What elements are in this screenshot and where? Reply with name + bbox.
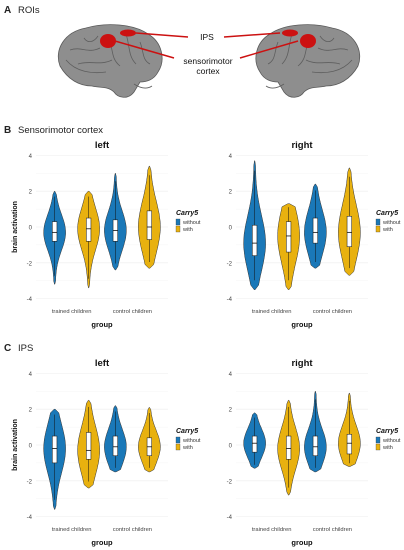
legend-entry: without	[382, 438, 401, 444]
chart-title: right	[291, 140, 313, 151]
x-tick-label: trained children	[252, 527, 292, 533]
box	[146, 210, 152, 240]
panel-b-title: Sensorimotor cortex	[18, 125, 104, 136]
y-axis-label: brain activation	[12, 201, 19, 253]
legend-swatch	[175, 218, 181, 226]
x-tick-label: trained children	[52, 309, 92, 315]
right-ips-roi	[282, 29, 298, 37]
legend-entry: without	[182, 438, 201, 444]
x-axis-label: group	[291, 538, 313, 547]
y-tick-label: -4	[227, 297, 233, 303]
x-axis-label: group	[91, 320, 113, 329]
box	[86, 217, 92, 242]
panel-b-letter: B	[4, 125, 12, 136]
x-axis-label: group	[91, 538, 113, 547]
legend-swatch	[175, 443, 181, 451]
legend-swatch	[175, 436, 181, 444]
y-tick-label: 4	[229, 372, 233, 378]
x-tick-label: trained children	[52, 527, 92, 533]
y-tick-label: 2	[229, 408, 233, 414]
chart-title: left	[95, 140, 110, 151]
box	[286, 221, 292, 253]
y-tick-label: 0	[229, 226, 233, 232]
y-tick-label: -2	[227, 261, 233, 267]
legend-entry: with	[182, 227, 193, 233]
chart-c-left: -4 -2 0 2 4 left brain activation group trained …	[12, 358, 201, 547]
chart-b-left: -4 -2 0 2 4 left brain activation group trained …	[12, 140, 201, 329]
box	[346, 216, 352, 247]
y-tick-label: 2	[29, 408, 33, 414]
box	[52, 435, 58, 464]
legend-title: Carry5	[376, 428, 398, 435]
y-tick-label: 4	[29, 154, 33, 160]
legend-title: Carry5	[176, 428, 198, 435]
legend-swatch	[375, 225, 381, 233]
y-tick-label: -2	[27, 479, 33, 485]
legend-title: Carry5	[176, 210, 198, 217]
panel-a-title: ROIs	[18, 5, 40, 16]
legend-entry: without	[382, 220, 401, 226]
right-brain-image	[255, 24, 360, 98]
box	[252, 224, 258, 256]
x-axis-label: group	[291, 320, 313, 329]
y-tick-label: 4	[29, 372, 33, 378]
box	[286, 435, 292, 460]
panel-c-letter: C	[4, 343, 12, 354]
x-tick-label: trained children	[252, 309, 292, 315]
x-tick-label: control children	[113, 309, 152, 315]
sensorimotor-label-line1: sensorimotor	[183, 56, 233, 66]
y-tick-label: 2	[29, 190, 33, 196]
legend-swatch	[375, 218, 381, 226]
chart-title: right	[291, 358, 313, 369]
legend-entry: with	[382, 227, 393, 233]
sensorimotor-label-line2: cortex	[196, 66, 220, 76]
y-axis-label: brain activation	[12, 419, 19, 471]
chart-b-right: -4 -2 0 2 4 right group trained children control…	[227, 140, 401, 329]
box	[312, 435, 318, 456]
legend-title: Carry5	[376, 210, 398, 217]
y-tick-label: 0	[229, 444, 233, 450]
y-tick-label: -4	[27, 297, 33, 303]
ips-label: IPS	[200, 32, 214, 42]
legend-entry: with	[182, 445, 193, 451]
chart-c-right: -4 -2 0 2 4 right group trained children control…	[227, 358, 401, 547]
box	[112, 435, 118, 456]
roi-pointer-lines	[114, 32, 299, 59]
legend-swatch	[375, 436, 381, 444]
y-tick-label: 4	[229, 154, 233, 160]
left-sensorimotor-roi	[100, 34, 116, 48]
panel-c-title: IPS	[18, 343, 34, 354]
legend-entry: without	[182, 220, 201, 226]
left-ips-roi	[120, 29, 136, 37]
legend-swatch	[175, 225, 181, 233]
box	[52, 221, 58, 242]
y-tick-label: 0	[29, 444, 33, 450]
y-tick-label: -2	[227, 479, 233, 485]
legend-swatch	[375, 443, 381, 451]
y-tick-label: 2	[229, 190, 233, 196]
legend-entry: with	[382, 445, 393, 451]
x-tick-label: control children	[313, 527, 352, 533]
x-tick-label: control children	[113, 527, 152, 533]
right-sensorimotor-roi	[300, 34, 316, 48]
box	[346, 434, 352, 455]
chart-title: left	[95, 358, 110, 369]
panel-a-letter: A	[4, 5, 12, 16]
box	[252, 435, 258, 453]
box	[86, 432, 92, 460]
y-tick-label: 0	[29, 226, 33, 232]
box	[312, 217, 318, 244]
y-tick-label: -2	[27, 261, 33, 267]
left-brain-image	[58, 24, 163, 98]
y-tick-label: -4	[27, 515, 33, 521]
x-tick-label: control children	[313, 309, 352, 315]
y-tick-label: -4	[227, 515, 233, 521]
